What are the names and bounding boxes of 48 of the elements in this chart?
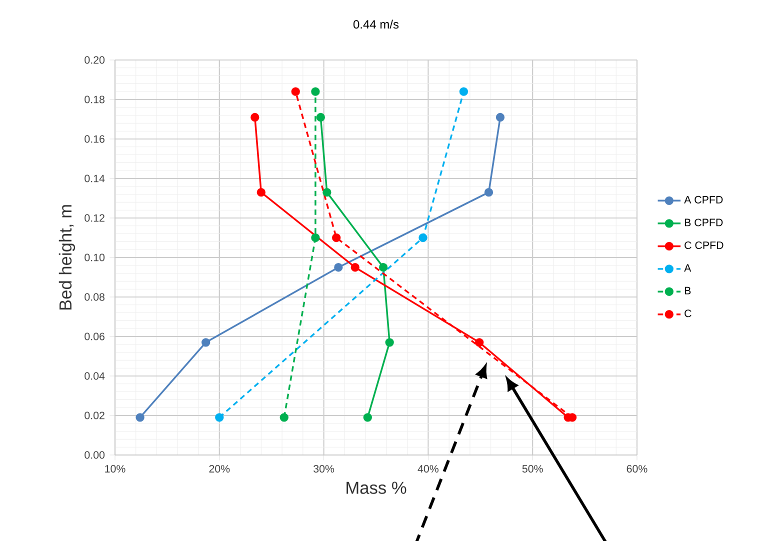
y-tick-label: 0.16 bbox=[84, 135, 104, 143]
point bbox=[250, 112, 260, 122]
x-tick-label: 30% bbox=[314, 465, 334, 473]
y-tick-label: 0.08 bbox=[84, 293, 104, 301]
y-axis-title: Bed height, m bbox=[58, 205, 76, 310]
point bbox=[350, 263, 360, 272]
y-tick-label: 0.14 bbox=[84, 174, 105, 182]
point bbox=[311, 87, 320, 96]
point bbox=[475, 338, 484, 347]
point bbox=[316, 112, 326, 122]
y-tick-label: 0.10 bbox=[84, 254, 105, 262]
point bbox=[484, 188, 494, 197]
point bbox=[363, 413, 372, 422]
x-tick-label: 10% bbox=[105, 465, 126, 473]
point bbox=[280, 413, 288, 422]
y-tick-label: 0.12 bbox=[84, 214, 104, 222]
x-tick-label: 40% bbox=[418, 465, 438, 473]
point bbox=[459, 87, 468, 96]
y-tick-label: 0.04 bbox=[84, 372, 105, 380]
point bbox=[334, 263, 343, 272]
x-tick-label: 50% bbox=[522, 465, 543, 473]
point bbox=[136, 413, 144, 422]
point bbox=[322, 188, 332, 197]
chart-title: 0.44 m/s bbox=[353, 20, 399, 29]
x-tick-label: 60% bbox=[626, 465, 648, 473]
point bbox=[256, 188, 266, 197]
y-tick-label: 0.20 bbox=[84, 56, 105, 64]
y-tick-label: 0.06 bbox=[84, 332, 104, 340]
point bbox=[418, 233, 428, 242]
x-axis-title: Mass % bbox=[346, 482, 406, 494]
legend-label: C bbox=[684, 310, 692, 318]
point bbox=[496, 112, 505, 122]
y-tick-label: 0.02 bbox=[84, 412, 104, 420]
legend-label: B bbox=[684, 286, 691, 294]
point bbox=[311, 233, 320, 242]
point bbox=[291, 87, 300, 96]
legend-label: B CPFD bbox=[684, 218, 723, 226]
legend-label: A CPFD bbox=[684, 196, 723, 204]
point bbox=[215, 413, 224, 422]
x-tick-label: 20% bbox=[209, 465, 230, 473]
legend-label: C CPFD bbox=[684, 241, 724, 250]
point bbox=[385, 338, 394, 347]
point bbox=[378, 263, 388, 272]
point bbox=[332, 233, 341, 242]
point bbox=[201, 338, 210, 347]
legend-label: A bbox=[684, 264, 692, 272]
y-tick-label: 0.00 bbox=[84, 451, 105, 459]
y-tick-label: 0.18 bbox=[84, 96, 104, 104]
